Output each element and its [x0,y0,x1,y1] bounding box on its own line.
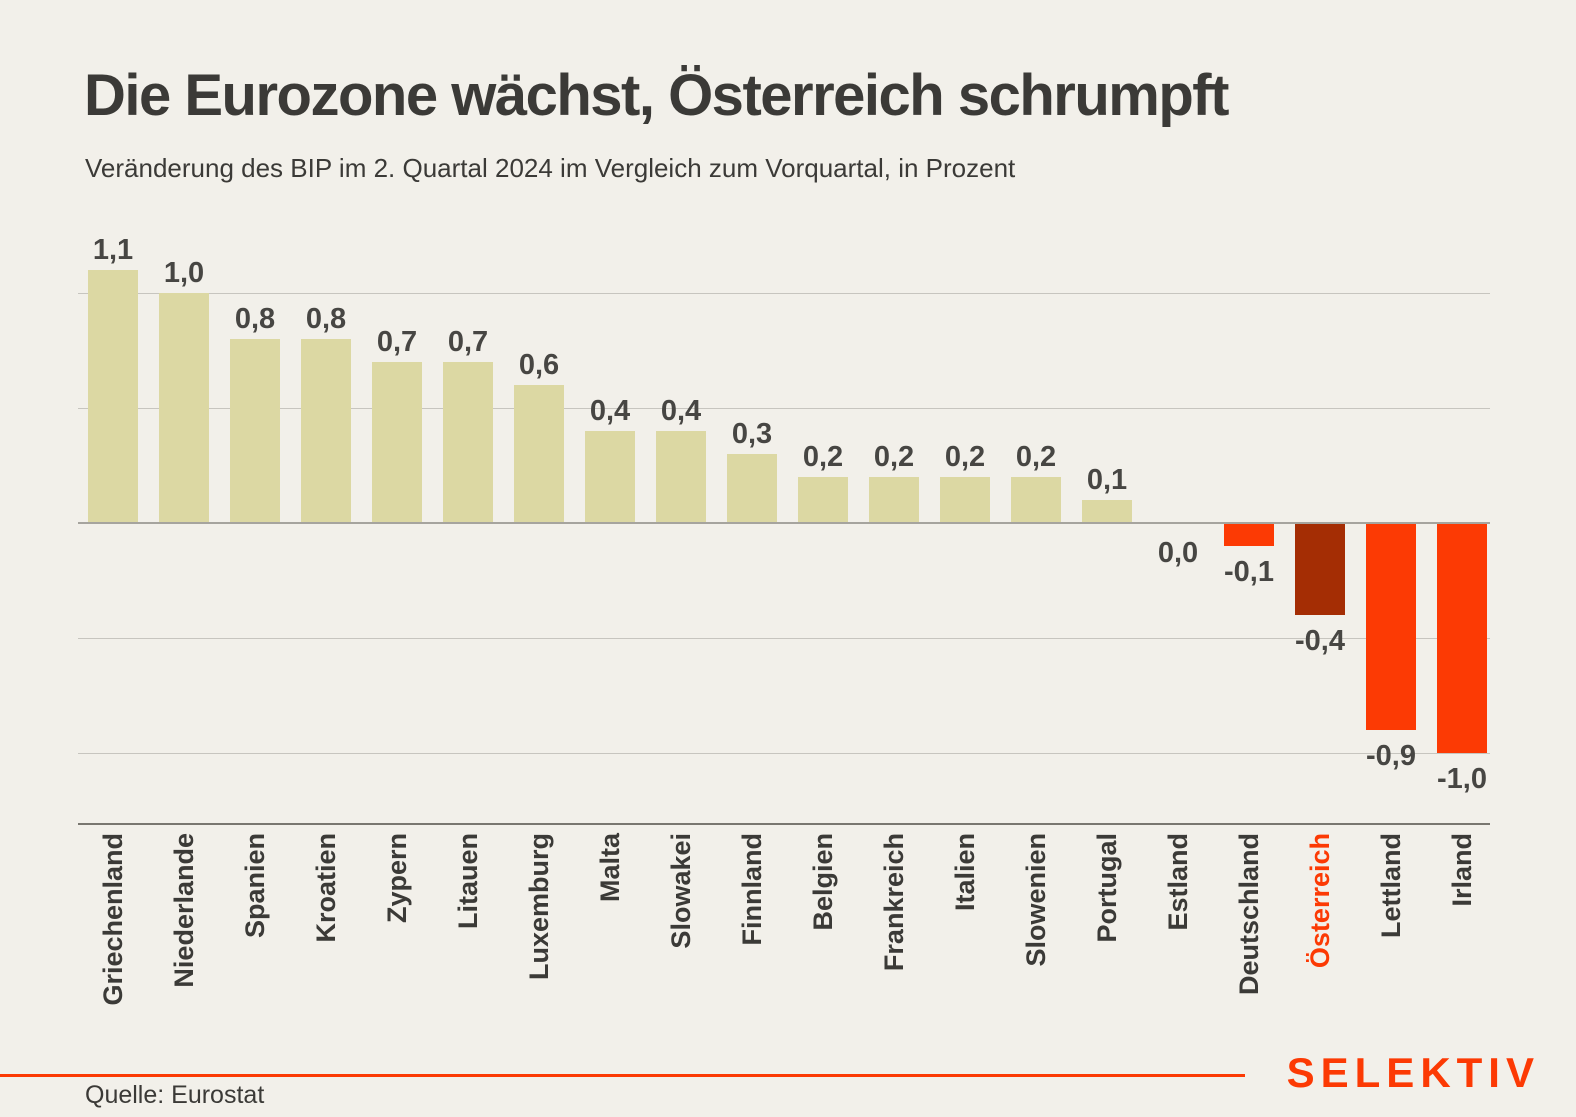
bar-belgien [798,477,848,523]
x-label-finnland: Finnland [737,833,767,946]
bar-niederlande [159,293,209,523]
x-label-frankreich: Frankreich [879,833,909,972]
x-label-lettland: Lettland [1376,833,1406,938]
bar-frankreich [869,477,919,523]
value-label: 0,7 [447,326,489,358]
value-label: 0,2 [873,441,915,473]
x-label-griechenland: Griechenland [98,833,128,1006]
value-label: 0,2 [1015,441,1057,473]
footer-accent-rule [0,1074,1245,1077]
value-label: 0,4 [589,395,631,427]
bar-kroatien [301,339,351,523]
bar-deutschland [1224,523,1274,546]
plot-area: 1,1 Griechenland 1,0 Niederlande 0,8 Spanien 0… [78,236,1490,1006]
value-label: 0,0 [1157,537,1199,569]
value-label: 0,1 [1086,464,1128,496]
x-label-spanien: Spanien [240,833,270,939]
x-label-italien: Italien [950,833,980,912]
x-label-belgien: Belgien [808,833,838,931]
x-label-malta: Malta [595,833,625,903]
bar-lettland [1366,523,1416,730]
bar-litauen [443,362,493,523]
gridline [78,638,1490,639]
x-axis-line [78,823,1490,825]
value-label: 0,4 [660,395,702,427]
value-label: 0,2 [944,441,986,473]
value-label: -0,4 [1295,625,1345,657]
value-label: -1,0 [1437,763,1487,795]
value-label: 1,0 [163,257,205,289]
x-label-portugal: Portugal [1092,833,1122,943]
value-label: 0,6 [518,349,560,381]
bar-spanien [230,339,280,523]
brand-logo: SELEKTIV [1286,1049,1540,1096]
gridline [78,753,1490,754]
bar-luxemburg [514,385,564,523]
chart-subtitle: Veränderung des BIP im 2. Quartal 2024 i… [85,153,1016,183]
bar-malta [585,431,635,523]
x-label-irland: Irland [1447,833,1477,907]
zero-gridline [78,522,1490,524]
x-label-kroatien: Kroatien [311,833,341,943]
bar-italien [940,477,990,523]
bar-irland [1437,523,1487,753]
x-label-niederlande: Niederlande [169,833,199,988]
value-label: -0,9 [1366,740,1416,772]
x-label-slowenien: Slowenien [1021,833,1051,967]
bar-finnland [727,454,777,523]
chart-title: Die Eurozone wächst, Österreich schrumpf… [84,63,1229,128]
value-label: 0,2 [802,441,844,473]
x-label-estland: Estland [1163,833,1193,931]
value-label: 0,8 [234,303,276,335]
x-label-deutschland: Deutschland [1234,833,1264,996]
x-label-slowakei: Slowakei [666,833,696,949]
gridline [78,293,1490,294]
bar-portugal [1082,500,1132,523]
value-label: -0,1 [1224,556,1274,588]
value-label: 0,7 [376,326,418,358]
bar-zypern [372,362,422,523]
value-label: 1,1 [92,234,134,266]
bar-sterreich [1295,523,1345,615]
gridline [78,408,1490,409]
x-label-litauen: Litauen [453,833,483,930]
value-label: 0,3 [731,418,773,450]
source-note: Quelle: Eurostat [85,1081,265,1109]
value-label: 0,8 [305,303,347,335]
x-label-zypern: Zypern [382,833,412,924]
bar-slowenien [1011,477,1061,523]
x-label-luxemburg: Luxemburg [524,833,554,981]
bar-griechenland [88,270,138,523]
bar-slowakei [656,431,706,523]
x-label-sterreich: Österreich [1305,833,1335,969]
